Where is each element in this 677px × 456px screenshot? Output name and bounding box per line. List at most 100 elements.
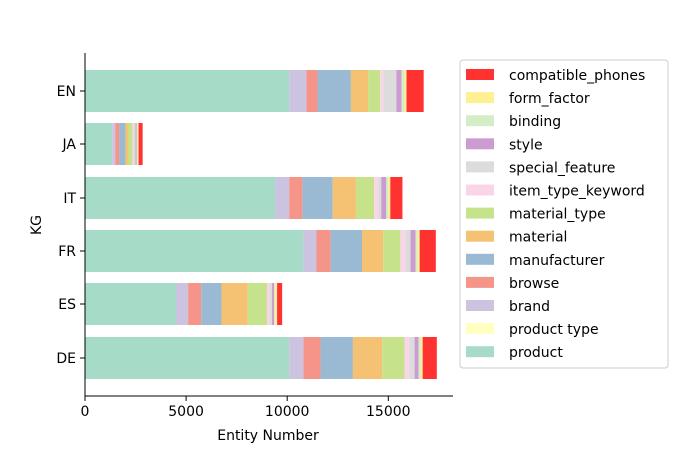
bar-segment-en-material (350, 70, 369, 112)
legend-label: form_factor (509, 91, 590, 107)
bar-segment-ja-browse (115, 123, 120, 165)
x-tick-label: 15000 (366, 404, 411, 420)
y-tick-label: DE (56, 351, 76, 367)
legend-label: brand (509, 299, 550, 315)
bar-segment-fr-item-type-keyword (400, 230, 406, 272)
bar-segment-de-manufacturer (320, 337, 353, 379)
legend-label: manufacturer (509, 253, 605, 269)
bar-segment-de-product (85, 337, 290, 379)
bar-segment-it-item-type-keyword (374, 177, 379, 219)
legend-label: binding (509, 114, 561, 130)
bar-segment-de-brand (289, 337, 304, 379)
bar-segment-fr-style (410, 230, 416, 272)
legend-swatch (466, 115, 494, 127)
bar-segment-en-form-factor (404, 70, 407, 112)
legend-swatch (466, 207, 494, 219)
legend-swatch (466, 323, 494, 335)
bar-segment-de-item-type-keyword (404, 337, 410, 379)
bar-segment-it-style (381, 177, 387, 219)
bar-segment-it-product (85, 177, 276, 219)
legend-label: browse (509, 276, 559, 292)
bar-segment-ja-material-type (128, 123, 133, 165)
bar-segment-en-product (85, 70, 290, 112)
bar-segment-ja-manufacturer (119, 123, 126, 165)
bar-segment-es-browse (188, 283, 202, 325)
bar-segment-ja-form-factor (137, 123, 139, 165)
bar-segment-en-material-type (368, 70, 381, 112)
legend-swatch (466, 346, 494, 358)
x-tick-label: 0 (81, 404, 90, 420)
legend-label: item_type_keyword (509, 184, 645, 200)
legend-label: product (509, 345, 563, 361)
y-tick-label: JA (62, 137, 77, 153)
legend-swatch (466, 230, 494, 242)
bar-segment-es-special-feature (270, 283, 273, 325)
legend-swatch (466, 253, 494, 265)
x-tick-label: 5000 (168, 404, 204, 420)
bar-segment-it-browse (289, 177, 303, 219)
legend-label: material (509, 230, 567, 246)
legend-swatch (466, 184, 494, 196)
bar-segment-fr-form-factor (417, 230, 420, 272)
bar-segment-it-binding (386, 177, 389, 219)
bar-segment-ja-compatible-phones (138, 123, 143, 165)
legend-swatch (466, 138, 494, 150)
bar-segment-de-browse (303, 337, 321, 379)
bar-segment-it-material-type (355, 177, 375, 219)
bar-segment-fr-brand (303, 230, 317, 272)
bar-segment-fr-material-type (383, 230, 401, 272)
legend-swatch (466, 276, 494, 288)
y-tick-label: ES (58, 297, 76, 313)
bar-segment-de-binding (418, 337, 421, 379)
legend-swatch (466, 300, 494, 311)
x-axis-label: Entity Number (217, 428, 319, 444)
bar-segment-de-material (352, 337, 383, 379)
bar-segment-ja-binding (136, 123, 138, 165)
bar-segment-it-brand (275, 177, 290, 219)
legend-label: material_type (509, 207, 606, 223)
y-tick-label: IT (63, 191, 76, 207)
bar-segment-es-product (85, 283, 176, 325)
bar-segment-de-special-feature (409, 337, 415, 379)
bar-segment-es-brand (175, 283, 189, 325)
legend-swatch (466, 161, 494, 173)
y-tick-label: EN (57, 84, 76, 100)
bar-segment-de-compatible-phones (422, 337, 437, 379)
legend-label: product type (509, 322, 599, 338)
bar-segment-es-binding (274, 283, 276, 325)
legend-swatch (466, 92, 494, 104)
bar-segment-ja-material (125, 123, 129, 165)
bar-segment-ja-product (85, 123, 113, 165)
bar-segment-ja-style (135, 123, 137, 165)
bar-segment-es-form-factor (275, 283, 278, 325)
x-tick-label: 10000 (265, 404, 310, 420)
bar-segment-de-style (414, 337, 419, 379)
bar-segment-en-compatible-phones (406, 70, 424, 112)
bar-segment-fr-product (85, 230, 304, 272)
bar-segment-it-form-factor (388, 177, 391, 219)
bars-layer (85, 70, 437, 379)
y-axis-label: KG (29, 215, 45, 235)
bar-segment-en-browse (306, 70, 318, 112)
bar-segment-de-material-type (382, 337, 405, 379)
bar-segment-ja-brand (112, 123, 116, 165)
bar-segment-en-special-feature (383, 70, 397, 112)
bar-segment-en-manufacturer (317, 70, 351, 112)
legend-swatch (466, 69, 494, 80)
bar-segment-de-form-factor (420, 337, 423, 379)
bar-segment-it-special-feature (378, 177, 382, 219)
axes-layer (84, 53, 453, 397)
bar-segment-fr-special-feature (405, 230, 411, 272)
bar-segment-ja-special-feature (133, 123, 136, 165)
legend-label: compatible_phones (509, 68, 645, 84)
bar-segment-ja-item-type-keyword (132, 123, 134, 165)
legend-frame (459, 59, 669, 369)
bar-segment-fr-manufacturer (330, 230, 363, 272)
bar-segment-fr-material (362, 230, 384, 272)
bar-segment-it-manufacturer (302, 177, 333, 219)
bar-segment-es-material (221, 283, 248, 325)
bar-segment-es-manufacturer (201, 283, 222, 325)
